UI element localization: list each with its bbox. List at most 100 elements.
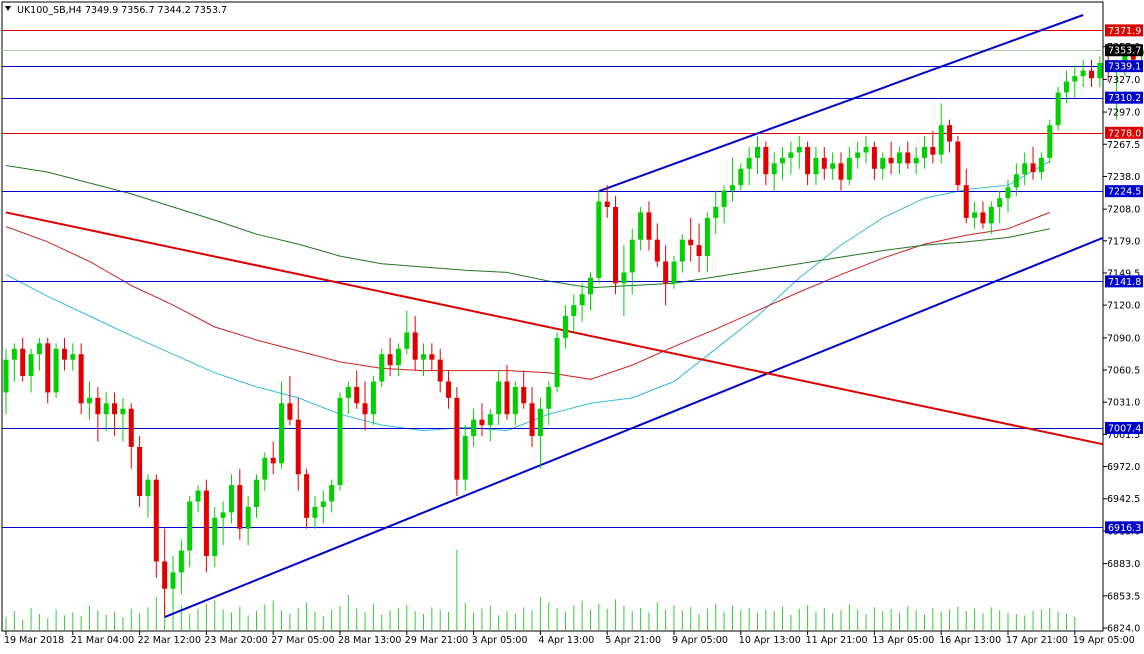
bull-candle (1055, 92, 1061, 126)
level-price-label-bg (1105, 185, 1143, 198)
bear-candle (963, 185, 969, 218)
bear-candle (980, 212, 986, 224)
bull-candle (1097, 62, 1103, 79)
y-tick-label: 7031.0 (1107, 398, 1140, 409)
bear-candle (888, 157, 894, 164)
bull-candle (404, 332, 410, 349)
bear-candle (454, 397, 460, 480)
bull-candle (621, 272, 627, 284)
x-tick-label: 17 Apr 21:00 (1006, 635, 1068, 646)
y-tick-label: 7267.5 (1107, 140, 1140, 151)
symbol-dropdown-icon[interactable] (5, 6, 11, 11)
y-tick-label: 7297.0 (1107, 108, 1140, 119)
level-price-label-bg (1105, 275, 1143, 288)
bear-candle (955, 141, 961, 186)
y-tick-label: 7149.5 (1107, 268, 1140, 279)
y-tick-label: 7327.0 (1107, 75, 1140, 86)
level-price-label-bg (1105, 421, 1143, 434)
level-price-label: 7224.5 (1108, 187, 1141, 198)
x-tick-label: 3 Apr 05:00 (472, 635, 528, 646)
bull-candle (780, 157, 786, 164)
bear-candle (237, 485, 243, 529)
bull-candle (1063, 81, 1069, 93)
x-tick-label: 11 Apr 21:00 (806, 635, 868, 646)
bull-candle (103, 403, 109, 415)
bull-candle (855, 152, 861, 158)
level-price-label: 7371.9 (1108, 26, 1141, 37)
bull-candle (245, 506, 251, 529)
bear-candle (362, 403, 368, 415)
bull-candle (922, 146, 927, 158)
bull-candle (36, 343, 42, 355)
bear-candle (304, 474, 310, 518)
bear-candle (137, 446, 143, 497)
x-tick-label: 23 Mar 20:00 (204, 635, 267, 646)
level-price-label: 7339.1 (1108, 62, 1141, 73)
bear-candle (654, 239, 660, 262)
x-tick-label: 9 Apr 05:00 (672, 635, 728, 646)
bull-candle (721, 190, 727, 207)
bull-candle (1122, 54, 1128, 66)
y-tick-label: 6942.5 (1107, 494, 1140, 505)
y-tick-label: 7120.0 (1107, 301, 1140, 312)
bull-candle (87, 397, 92, 404)
x-tick-label: 22 Mar 12:00 (138, 635, 201, 646)
bear-candle (871, 146, 877, 169)
last-price-label-bg (1105, 44, 1143, 57)
bear-candle (437, 359, 443, 382)
bear-candle (504, 381, 510, 415)
bear-candle (821, 157, 827, 169)
bull-candle (170, 572, 176, 589)
y-tick-label: 6972.0 (1107, 462, 1140, 473)
bear-candle (20, 348, 26, 377)
ohlc-readout: 7349.9 7356.7 7344.2 7353.7 (85, 5, 227, 16)
bull-candle (337, 397, 343, 486)
bull-candle (1047, 125, 1053, 158)
bull-candle (1038, 157, 1044, 173)
bear-candle (1089, 70, 1094, 79)
bear-candle (429, 354, 435, 360)
bull-candle (579, 294, 585, 306)
bear-candle (529, 403, 535, 437)
bear-candle (930, 146, 936, 155)
bear-candle (203, 490, 209, 557)
bull-candle (1005, 187, 1011, 199)
x-tick-label: 21 Mar 04:00 (71, 635, 134, 646)
moving-average-line (5, 160, 1051, 432)
level-price-label: 7278.0 (1108, 128, 1141, 139)
bull-candle (679, 239, 685, 262)
x-tick-label: 19 Apr 05:00 (1073, 635, 1135, 646)
bull-candle (28, 354, 34, 377)
x-tick-label: 29 Mar 21:00 (405, 635, 468, 646)
y-tick-label: 6824.0 (1107, 624, 1140, 635)
plot-frame (1, 1, 1104, 632)
bull-candle (863, 146, 869, 153)
bear-candle (479, 419, 485, 426)
level-price-label: 6916.3 (1108, 523, 1141, 534)
bull-candle (913, 157, 919, 164)
bear-candle (947, 125, 953, 142)
bear-candle (446, 381, 452, 398)
bull-candle (395, 348, 401, 366)
bear-candle (112, 403, 118, 415)
bull-candle (254, 479, 259, 507)
bull-candle (562, 316, 568, 338)
bull-candle (228, 485, 234, 513)
bear-candle (688, 239, 694, 246)
bull-candle (880, 157, 886, 169)
bear-candle (412, 332, 418, 360)
bull-candle (896, 152, 902, 164)
level-price-label: 7141.8 (1108, 277, 1141, 288)
bull-candle (546, 386, 552, 409)
bull-candle (988, 206, 994, 224)
bear-candle (270, 457, 276, 464)
bear-candle (838, 163, 844, 180)
bull-candle (788, 152, 794, 158)
bull-candle (312, 506, 318, 518)
bull-candle (746, 157, 752, 169)
y-tick-label: 7060.5 (1107, 366, 1140, 377)
bear-candle (45, 343, 51, 393)
bull-candle (1072, 76, 1078, 82)
